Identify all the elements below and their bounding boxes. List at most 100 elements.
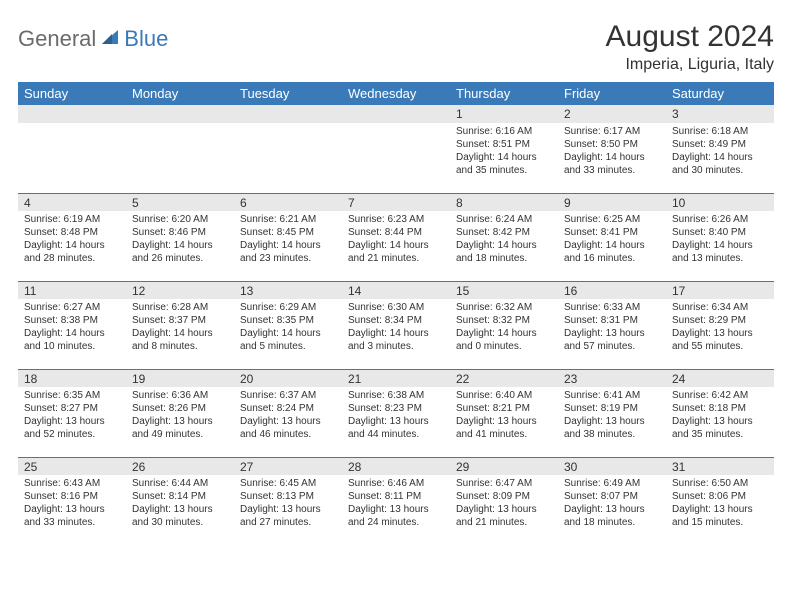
sunset-text: Sunset: 8:51 PM [456, 138, 552, 151]
sunset-text: Sunset: 8:40 PM [672, 226, 768, 239]
day-header-row: Sunday Monday Tuesday Wednesday Thursday… [18, 82, 774, 105]
day-content: Sunrise: 6:50 AMSunset: 8:06 PMDaylight:… [666, 475, 774, 533]
sunrise-text: Sunrise: 6:21 AM [240, 213, 336, 226]
title-block: August 2024 Imperia, Liguria, Italy [606, 20, 774, 74]
day-number: 5 [126, 193, 234, 211]
daylight-text: Daylight: 13 hours and 33 minutes. [24, 503, 120, 529]
sunset-text: Sunset: 8:26 PM [132, 402, 228, 415]
day-number: 10 [666, 193, 774, 211]
sunset-text: Sunset: 8:18 PM [672, 402, 768, 415]
daylight-text: Daylight: 14 hours and 5 minutes. [240, 327, 336, 353]
calendar-cell: 8Sunrise: 6:24 AMSunset: 8:42 PMDaylight… [450, 193, 558, 281]
day-number: 26 [126, 457, 234, 475]
day-number: 18 [18, 369, 126, 387]
daylight-text: Daylight: 13 hours and 44 minutes. [348, 415, 444, 441]
sunrise-text: Sunrise: 6:46 AM [348, 477, 444, 490]
sunset-text: Sunset: 8:34 PM [348, 314, 444, 327]
day-header: Sunday [18, 82, 126, 105]
sunrise-text: Sunrise: 6:44 AM [132, 477, 228, 490]
day-header: Friday [558, 82, 666, 105]
daylight-text: Daylight: 14 hours and 23 minutes. [240, 239, 336, 265]
day-content [126, 123, 234, 129]
day-number: 3 [666, 105, 774, 123]
day-content: Sunrise: 6:17 AMSunset: 8:50 PMDaylight:… [558, 123, 666, 181]
sunrise-text: Sunrise: 6:37 AM [240, 389, 336, 402]
sunset-text: Sunset: 8:50 PM [564, 138, 660, 151]
sunrise-text: Sunrise: 6:30 AM [348, 301, 444, 314]
calendar-cell: 20Sunrise: 6:37 AMSunset: 8:24 PMDayligh… [234, 369, 342, 457]
day-content: Sunrise: 6:45 AMSunset: 8:13 PMDaylight:… [234, 475, 342, 533]
daylight-text: Daylight: 14 hours and 13 minutes. [672, 239, 768, 265]
sunrise-text: Sunrise: 6:35 AM [24, 389, 120, 402]
calendar-cell: 5Sunrise: 6:20 AMSunset: 8:46 PMDaylight… [126, 193, 234, 281]
daylight-text: Daylight: 14 hours and 18 minutes. [456, 239, 552, 265]
day-header: Monday [126, 82, 234, 105]
day-number: 16 [558, 281, 666, 299]
calendar-cell: 18Sunrise: 6:35 AMSunset: 8:27 PMDayligh… [18, 369, 126, 457]
sunrise-text: Sunrise: 6:34 AM [672, 301, 768, 314]
day-number: 4 [18, 193, 126, 211]
sunset-text: Sunset: 8:09 PM [456, 490, 552, 503]
daylight-text: Daylight: 14 hours and 3 minutes. [348, 327, 444, 353]
day-header: Tuesday [234, 82, 342, 105]
day-number: 11 [18, 281, 126, 299]
daylight-text: Daylight: 13 hours and 57 minutes. [564, 327, 660, 353]
day-number: 2 [558, 105, 666, 123]
calendar-cell: 26Sunrise: 6:44 AMSunset: 8:14 PMDayligh… [126, 457, 234, 545]
logo-text-blue: Blue [124, 26, 168, 52]
sunrise-text: Sunrise: 6:24 AM [456, 213, 552, 226]
day-number: 8 [450, 193, 558, 211]
sunset-text: Sunset: 8:44 PM [348, 226, 444, 239]
day-header: Saturday [666, 82, 774, 105]
month-title: August 2024 [606, 20, 774, 54]
day-content: Sunrise: 6:19 AMSunset: 8:48 PMDaylight:… [18, 211, 126, 269]
calendar-cell: 22Sunrise: 6:40 AMSunset: 8:21 PMDayligh… [450, 369, 558, 457]
sunset-text: Sunset: 8:14 PM [132, 490, 228, 503]
day-content: Sunrise: 6:20 AMSunset: 8:46 PMDaylight:… [126, 211, 234, 269]
day-number: 30 [558, 457, 666, 475]
location: Imperia, Liguria, Italy [606, 56, 774, 74]
daylight-text: Daylight: 13 hours and 41 minutes. [456, 415, 552, 441]
day-content [234, 123, 342, 129]
sunset-text: Sunset: 8:24 PM [240, 402, 336, 415]
calendar-page: General Blue August 2024 Imperia, Liguri… [0, 0, 792, 555]
day-number [342, 105, 450, 123]
sunset-text: Sunset: 8:41 PM [564, 226, 660, 239]
sunrise-text: Sunrise: 6:32 AM [456, 301, 552, 314]
daylight-text: Daylight: 13 hours and 18 minutes. [564, 503, 660, 529]
sunset-text: Sunset: 8:11 PM [348, 490, 444, 503]
sunset-text: Sunset: 8:19 PM [564, 402, 660, 415]
day-content: Sunrise: 6:37 AMSunset: 8:24 PMDaylight:… [234, 387, 342, 445]
sunset-text: Sunset: 8:13 PM [240, 490, 336, 503]
calendar-cell: 17Sunrise: 6:34 AMSunset: 8:29 PMDayligh… [666, 281, 774, 369]
day-content: Sunrise: 6:36 AMSunset: 8:26 PMDaylight:… [126, 387, 234, 445]
day-content: Sunrise: 6:38 AMSunset: 8:23 PMDaylight:… [342, 387, 450, 445]
day-content: Sunrise: 6:28 AMSunset: 8:37 PMDaylight:… [126, 299, 234, 357]
calendar-cell: 23Sunrise: 6:41 AMSunset: 8:19 PMDayligh… [558, 369, 666, 457]
day-number: 27 [234, 457, 342, 475]
daylight-text: Daylight: 13 hours and 55 minutes. [672, 327, 768, 353]
day-number [126, 105, 234, 123]
calendar-cell: 19Sunrise: 6:36 AMSunset: 8:26 PMDayligh… [126, 369, 234, 457]
day-content: Sunrise: 6:42 AMSunset: 8:18 PMDaylight:… [666, 387, 774, 445]
calendar-cell: 4Sunrise: 6:19 AMSunset: 8:48 PMDaylight… [18, 193, 126, 281]
day-number: 20 [234, 369, 342, 387]
sunrise-text: Sunrise: 6:40 AM [456, 389, 552, 402]
calendar-cell [234, 105, 342, 193]
sunrise-text: Sunrise: 6:17 AM [564, 125, 660, 138]
sunset-text: Sunset: 8:16 PM [24, 490, 120, 503]
day-number: 6 [234, 193, 342, 211]
calendar-cell [126, 105, 234, 193]
day-number: 1 [450, 105, 558, 123]
logo: General Blue [18, 20, 168, 52]
sunrise-text: Sunrise: 6:20 AM [132, 213, 228, 226]
calendar-cell: 12Sunrise: 6:28 AMSunset: 8:37 PMDayligh… [126, 281, 234, 369]
daylight-text: Daylight: 14 hours and 30 minutes. [672, 151, 768, 177]
sunset-text: Sunset: 8:31 PM [564, 314, 660, 327]
logo-sail-icon [100, 28, 120, 51]
daylight-text: Daylight: 14 hours and 21 minutes. [348, 239, 444, 265]
day-content: Sunrise: 6:26 AMSunset: 8:40 PMDaylight:… [666, 211, 774, 269]
day-number: 19 [126, 369, 234, 387]
day-header: Thursday [450, 82, 558, 105]
day-content: Sunrise: 6:41 AMSunset: 8:19 PMDaylight:… [558, 387, 666, 445]
